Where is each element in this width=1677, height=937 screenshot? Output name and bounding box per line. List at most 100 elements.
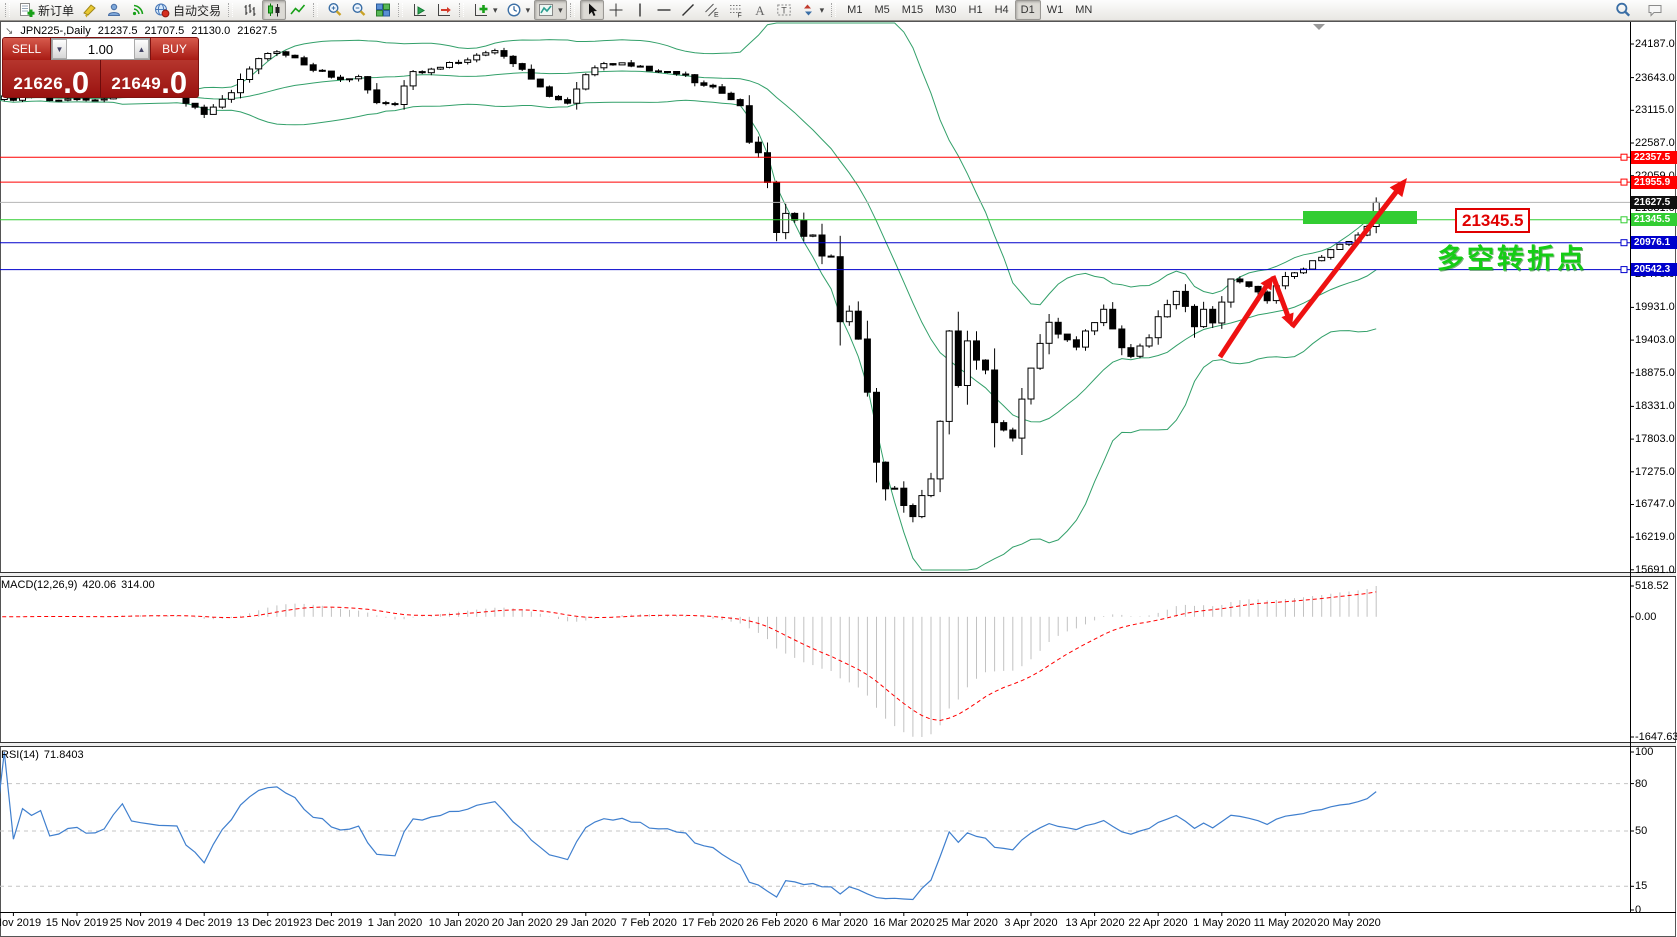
- buy-price-frac: .0: [161, 65, 188, 98]
- horizontal-line-icon: [656, 2, 672, 18]
- buy-price-main: 21649: [111, 74, 162, 93]
- volume-increment-button[interactable]: ▲: [134, 39, 149, 59]
- price-callout-label[interactable]: 21345.5: [1455, 208, 1531, 233]
- vertical-line-button[interactable]: [628, 0, 652, 20]
- line-handle[interactable]: [1620, 178, 1628, 186]
- bar-close-value: 21627.5: [237, 25, 277, 37]
- timeframe-m30-button[interactable]: M30: [935, 4, 957, 16]
- toolbar-grip: [5, 3, 10, 17]
- toolbar-grip: [228, 3, 234, 17]
- autotrading-button[interactable]: 自动交易: [150, 0, 225, 20]
- horizontal-line-button[interactable]: [652, 0, 676, 20]
- timeframe-m1-button[interactable]: M1: [847, 4, 863, 16]
- trend-line-button[interactable]: [676, 0, 700, 20]
- bollinger-mid-band-line: [0, 70, 1377, 423]
- highlight-rectangle[interactable]: [1303, 211, 1417, 224]
- timeframe-w1-button[interactable]: W1: [1046, 4, 1064, 16]
- toolbar-grip: [398, 3, 404, 17]
- trend-arrow[interactable]: [1217, 178, 1407, 359]
- line-handle[interactable]: [1620, 153, 1628, 161]
- line-handle[interactable]: [1620, 266, 1628, 274]
- macd-signal-value: 314.00: [121, 579, 155, 591]
- toolbar-grip: [313, 3, 319, 17]
- bar-chart-icon: [242, 2, 258, 18]
- indicators-icon: [473, 2, 489, 18]
- timeframe-h1-button[interactable]: H1: [968, 4, 983, 16]
- text-icon: A: [752, 2, 768, 18]
- candlestick-series: [0, 47, 1380, 523]
- crosshair-button[interactable]: [604, 0, 628, 20]
- main-toolbar: 新订单 自动交易 ▾ ▾ ▾ E F A T ▾ M1 M5 M15 M30 H1 H4 D1 W1 MN: [0, 0, 1677, 21]
- chart-title: ↘ JPN225-,Daily 21237.5 21707.5 21130.0 …: [5, 25, 277, 37]
- text-label-button[interactable]: T: [772, 0, 796, 20]
- arrows-button[interactable]: ▾: [796, 0, 829, 20]
- buy-price[interactable]: 21649.0: [101, 60, 199, 98]
- chat-button[interactable]: [1643, 0, 1667, 20]
- templates-icon: [538, 2, 554, 18]
- text-button[interactable]: A: [748, 0, 772, 20]
- volume-input[interactable]: 1.00: [87, 41, 114, 57]
- search-button[interactable]: [1611, 0, 1635, 20]
- sell-price-main: 21626: [13, 74, 64, 93]
- macd-name: MACD(12,26,9): [1, 579, 78, 591]
- bollinger-lo-band-line: [0, 99, 1377, 571]
- styler-button[interactable]: [78, 0, 102, 20]
- toolbar-right-group: [1611, 0, 1677, 20]
- panel-divider[interactable]: [0, 572, 1676, 577]
- timeframe-d1-button[interactable]: D1: [1014, 0, 1041, 20]
- tile-windows-button[interactable]: [371, 0, 395, 20]
- line-handle[interactable]: [1620, 216, 1628, 224]
- candlestick-chart-button[interactable]: [262, 0, 287, 20]
- annotation-text[interactable]: 多空转折点: [1437, 244, 1587, 274]
- arrows-icon: [800, 2, 816, 18]
- autotrading-icon: [154, 2, 170, 18]
- panel-divider[interactable]: [0, 742, 1676, 747]
- one-click-trading-panel: SELL ▼ 1.00 ▲ BUY 21626.0 21649.0: [2, 37, 199, 98]
- timeframe-m5-button[interactable]: M5: [874, 4, 890, 16]
- bar-chart-button[interactable]: [238, 0, 262, 20]
- auto-scroll-button[interactable]: [408, 0, 432, 20]
- line-chart-button[interactable]: [286, 0, 310, 20]
- chat-icon: [1647, 2, 1663, 18]
- timeframe-mn-button[interactable]: MN: [1075, 4, 1093, 16]
- timeframe-m15-button[interactable]: M15: [901, 4, 924, 16]
- line-handle[interactable]: [1620, 239, 1628, 247]
- bar-high-value: 21707.5: [144, 25, 185, 37]
- new-order-button[interactable]: 新订单: [15, 0, 78, 20]
- toolbar-button-label: 新订单: [38, 3, 75, 18]
- svg-text:F: F: [737, 13, 741, 19]
- indicators-button[interactable]: ▾: [469, 0, 502, 20]
- rsi-indicator-label: RSI(14) 71.8403: [1, 749, 89, 761]
- chart-shift-marker-icon[interactable]: [1313, 24, 1325, 30]
- zoom-in-button[interactable]: [323, 0, 347, 20]
- svg-text:T: T: [781, 6, 787, 16]
- zoom-out-button[interactable]: [347, 0, 371, 20]
- chart-shift-button[interactable]: [432, 0, 456, 20]
- cursor-button[interactable]: [579, 0, 604, 20]
- profiles-icon: [106, 2, 122, 18]
- line-chart-icon: [290, 2, 306, 18]
- equidistant-channel-button[interactable]: E: [700, 0, 724, 20]
- toolbar-grip: [569, 3, 575, 17]
- rsi-name: RSI(14): [1, 749, 39, 761]
- text-label-icon: T: [776, 2, 792, 18]
- volume-decrement-button[interactable]: ▼: [52, 39, 67, 59]
- buy-button[interactable]: BUY: [150, 38, 198, 60]
- toolbar-grip: [831, 3, 837, 17]
- bollinger-up-band-line: [0, 22, 1377, 306]
- profiles-button[interactable]: [102, 0, 126, 20]
- sell-price[interactable]: 21626.0: [3, 60, 101, 97]
- sell-button[interactable]: SELL: [3, 38, 51, 60]
- chart-menu-icon: ↘: [5, 25, 14, 37]
- chevron-down-icon: ▾: [493, 4, 498, 15]
- timeframe-h4-button[interactable]: H4: [994, 4, 1009, 16]
- chevron-down-icon: ▾: [525, 4, 531, 15]
- search-icon: [1615, 2, 1631, 18]
- signals-button[interactable]: [126, 0, 150, 20]
- templates-button[interactable]: ▾: [534, 0, 567, 20]
- periods-button[interactable]: ▾: [502, 0, 535, 20]
- candlestick-chart-icon: [266, 2, 282, 18]
- fibonacci-button[interactable]: F: [724, 0, 748, 20]
- zoom-in-icon: [327, 2, 343, 18]
